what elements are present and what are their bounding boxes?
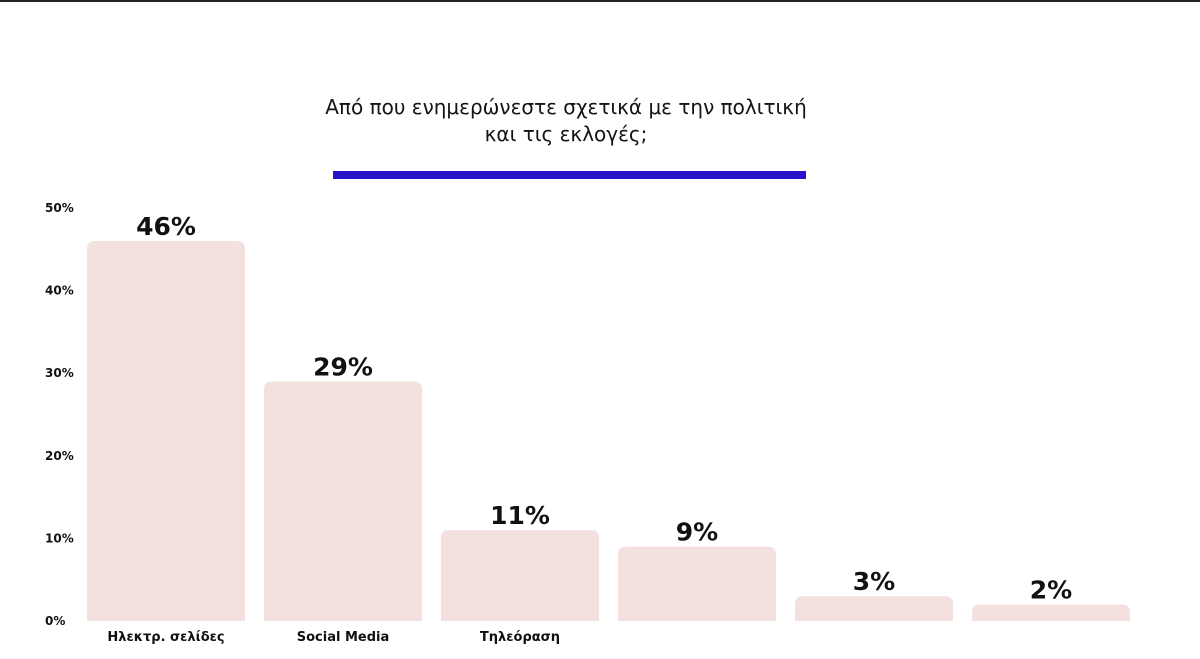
y-tick-label-30: 30% [45, 366, 74, 380]
value-label-4: 9% [676, 518, 718, 547]
value-label-6: 2% [1030, 575, 1072, 604]
bar-6 [972, 604, 1130, 621]
y-tick-label-0: 0% [45, 614, 65, 628]
y-tick-label-50: 50% [45, 201, 74, 215]
value-label-5: 3% [853, 567, 895, 596]
bar-5 [795, 596, 953, 621]
category-label-2: Social Media [297, 630, 390, 645]
value-label-1: 46% [136, 212, 196, 241]
bar-3 [441, 530, 599, 621]
title-underline-bar [333, 171, 806, 179]
top-border [0, 0, 1200, 2]
y-tick-label-40: 40% [45, 284, 74, 298]
chart-title: Από που ενημερώνεστε σχετικά με την πολι… [260, 94, 872, 148]
bar-4 [618, 546, 776, 621]
chart-title-line-2: και τις εκλογές; [484, 122, 648, 146]
category-label-3: Τηλεόραση [480, 630, 560, 645]
value-label-3: 11% [490, 501, 550, 530]
category-label-1: Ηλεκτρ. σελίδες [107, 630, 224, 645]
y-tick-label-10: 10% [45, 531, 74, 545]
bar-1 [87, 241, 245, 622]
y-tick-label-20: 20% [45, 449, 74, 463]
chart-title-line-1: Από που ενημερώνεστε σχετικά με την πολι… [325, 95, 807, 119]
bar-2 [264, 381, 422, 621]
value-label-2: 29% [313, 352, 373, 381]
